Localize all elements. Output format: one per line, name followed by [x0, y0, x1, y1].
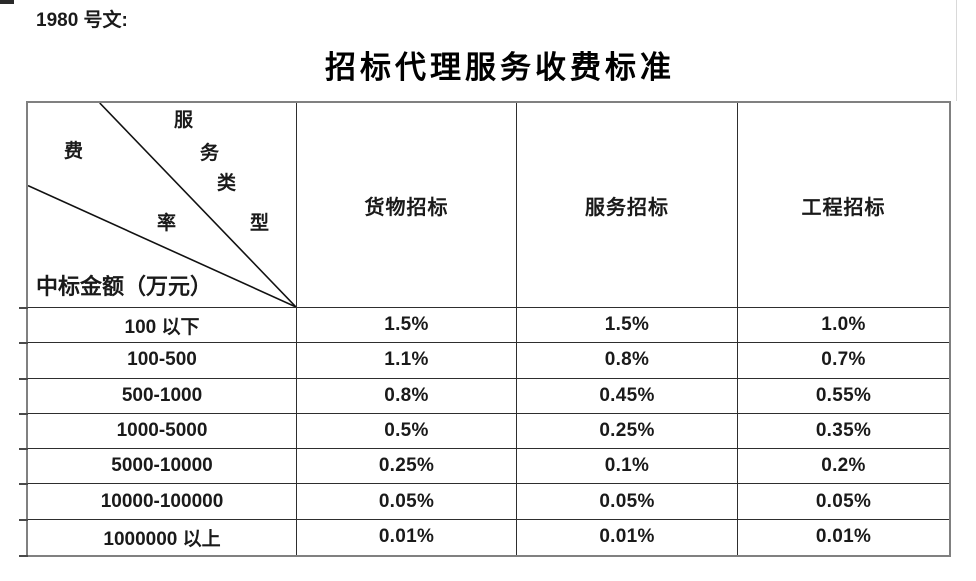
- corner-fee-char: 率: [157, 213, 177, 234]
- rate-cell-goods: 1.5%: [297, 308, 517, 344]
- page-edge-line: [956, 0, 957, 101]
- amount-axis-label: 中标金额（万元）: [36, 274, 213, 299]
- column-header-service: 服务招标: [517, 103, 738, 308]
- rate-cell-goods: 0.05%: [297, 484, 517, 520]
- rate-cell-goods: 1.1%: [297, 343, 517, 379]
- rate-cell-goods: 0.25%: [297, 449, 517, 485]
- column-header-works: 工程招标: [738, 103, 949, 308]
- rate-cell-service: 0.1%: [517, 449, 738, 485]
- corner-type-char: 务: [200, 143, 220, 164]
- rate-cell-works: 0.01%: [815, 526, 872, 548]
- rate-cell-service: 0.8%: [517, 343, 738, 379]
- fee-standard-table: 服 务 类 型 费 率 中标金额（万元） 货物招标 服务招标 工程招标 100 …: [19, 101, 951, 558]
- row-label: 1000000 以上: [19, 518, 297, 558]
- doc-number: 1980 号文:: [36, 10, 128, 31]
- corner-type-char: 类: [217, 173, 237, 194]
- corner-fee-char: 费: [64, 141, 84, 162]
- page-title: 招标代理服务收费标准: [325, 50, 675, 85]
- rate-cell-goods: 0.01%: [297, 519, 517, 555]
- table-corner-cell: 服 务 类 型 费 率 中标金额（万元）: [28, 103, 297, 308]
- row-label: 1000-5000: [19, 412, 297, 450]
- rate-cell-service: 0.05%: [517, 484, 738, 520]
- rate-cell-works: 1.0%: [738, 308, 949, 344]
- diagonal-divider-lines: [28, 103, 296, 307]
- corner-type-char: 服: [174, 110, 194, 131]
- corner-type-char: 型: [250, 213, 270, 234]
- row-label: 100-500: [19, 342, 297, 379]
- rate-cell-works: 0.35%: [738, 414, 949, 450]
- row-label: 5000-10000: [19, 448, 297, 485]
- rate-cell-service: 0.45%: [517, 378, 738, 414]
- scan-artifact-mark: [0, 0, 14, 4]
- row-label: 100 以下: [19, 306, 297, 344]
- rate-cell-works: 0.7%: [738, 343, 949, 379]
- rate-cell-service: 0.25%: [517, 413, 738, 450]
- rate-cell-works: 0.2%: [738, 449, 949, 485]
- column-header-goods: 货物招标: [297, 103, 517, 308]
- row-label: 500-1000: [19, 377, 297, 414]
- rate-cell-goods: 0.5%: [297, 413, 517, 450]
- rate-cell-works: 0.05%: [738, 484, 949, 520]
- rate-cell-works: 0.55%: [738, 379, 949, 414]
- row-label: 10000-100000: [19, 483, 297, 520]
- rate-cell-goods: 0.8%: [297, 378, 517, 414]
- rate-cell-service: 0.01%: [517, 519, 738, 555]
- rate-cell-service: 1.5%: [517, 308, 738, 344]
